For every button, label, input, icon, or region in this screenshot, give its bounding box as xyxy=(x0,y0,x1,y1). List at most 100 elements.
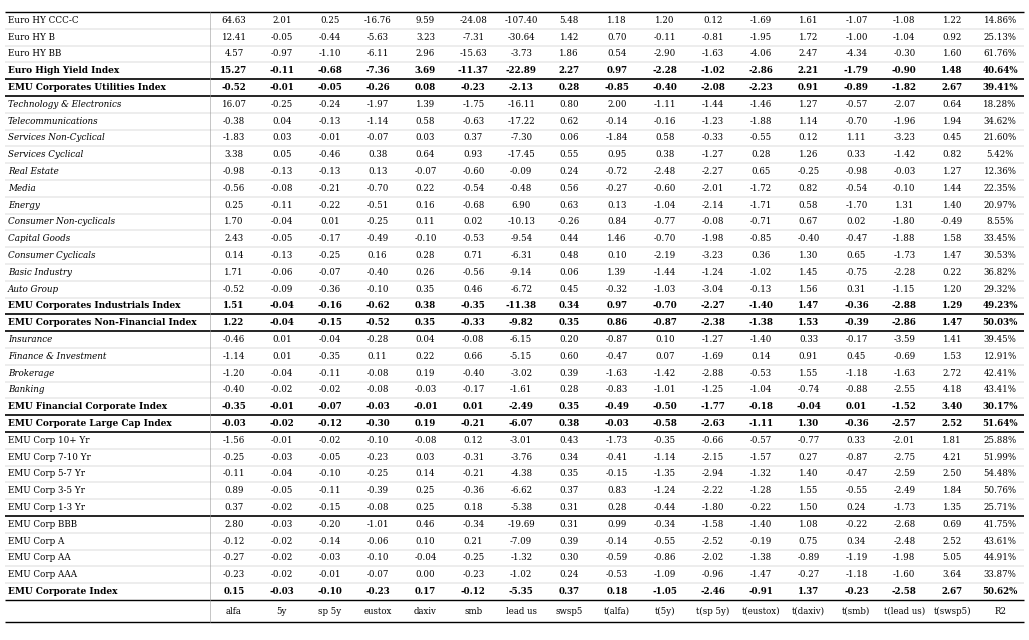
Text: -0.23: -0.23 xyxy=(462,570,485,579)
Text: 0.38: 0.38 xyxy=(655,150,675,159)
Text: -1.32: -1.32 xyxy=(749,470,772,479)
Text: -2.08: -2.08 xyxy=(701,83,725,92)
Text: -0.14: -0.14 xyxy=(606,116,628,125)
Text: EMU Corporate Large Cap Index: EMU Corporate Large Cap Index xyxy=(8,419,172,428)
Text: 0.39: 0.39 xyxy=(560,369,578,378)
Text: -2.46: -2.46 xyxy=(701,587,725,596)
Text: -0.59: -0.59 xyxy=(606,554,628,563)
Text: -0.08: -0.08 xyxy=(366,385,389,394)
Text: 0.55: 0.55 xyxy=(560,150,578,159)
Text: 43.61%: 43.61% xyxy=(984,537,1017,546)
Text: 61.76%: 61.76% xyxy=(984,49,1017,58)
Text: 0.33: 0.33 xyxy=(847,150,866,159)
Text: -0.10: -0.10 xyxy=(366,554,389,563)
Text: 0.25: 0.25 xyxy=(416,503,435,512)
Text: 0.03: 0.03 xyxy=(272,134,291,143)
Text: 33.45%: 33.45% xyxy=(984,234,1017,243)
Text: 0.46: 0.46 xyxy=(464,285,483,294)
Text: -1.14: -1.14 xyxy=(366,116,389,125)
Text: 54.48%: 54.48% xyxy=(984,470,1017,479)
Text: -5.38: -5.38 xyxy=(510,503,532,512)
Text: 49.23%: 49.23% xyxy=(983,301,1018,310)
Text: -0.11: -0.11 xyxy=(222,470,245,479)
Text: 0.67: 0.67 xyxy=(799,218,818,227)
Text: 0.64: 0.64 xyxy=(943,100,962,109)
Text: -0.06: -0.06 xyxy=(271,268,293,277)
Text: -1.18: -1.18 xyxy=(845,570,867,579)
Text: -1.63: -1.63 xyxy=(606,369,628,378)
Text: 0.36: 0.36 xyxy=(751,251,771,260)
Text: -0.11: -0.11 xyxy=(270,67,294,76)
Text: 0.12: 0.12 xyxy=(703,16,722,25)
Text: -30.64: -30.64 xyxy=(507,33,535,42)
Text: EMU Corp A: EMU Corp A xyxy=(8,537,65,546)
Text: 1.47: 1.47 xyxy=(797,301,819,310)
Text: 0.24: 0.24 xyxy=(847,503,866,512)
Text: -0.35: -0.35 xyxy=(461,301,486,310)
Text: 1.30: 1.30 xyxy=(799,251,818,260)
Text: 0.84: 0.84 xyxy=(607,218,627,227)
Text: 1.30: 1.30 xyxy=(797,419,819,428)
Text: Media: Media xyxy=(8,184,36,193)
Text: 2.21: 2.21 xyxy=(797,67,819,76)
Text: 0.54: 0.54 xyxy=(607,49,627,58)
Text: -0.02: -0.02 xyxy=(271,385,293,394)
Text: -1.98: -1.98 xyxy=(702,234,724,243)
Text: -4.38: -4.38 xyxy=(510,470,532,479)
Text: 0.37: 0.37 xyxy=(464,134,483,143)
Text: -0.32: -0.32 xyxy=(606,285,628,294)
Text: -7.09: -7.09 xyxy=(510,537,532,546)
Text: 0.45: 0.45 xyxy=(560,285,578,294)
Text: 3.23: 3.23 xyxy=(416,33,435,42)
Text: R2: R2 xyxy=(994,607,1006,616)
Text: -6.62: -6.62 xyxy=(510,486,532,495)
Text: -0.25: -0.25 xyxy=(797,167,820,176)
Text: 0.01: 0.01 xyxy=(272,335,291,344)
Text: -1.84: -1.84 xyxy=(606,134,628,143)
Text: -0.30: -0.30 xyxy=(365,419,390,428)
Text: -0.08: -0.08 xyxy=(462,335,485,344)
Text: 0.43: 0.43 xyxy=(560,436,578,445)
Text: -1.10: -1.10 xyxy=(318,49,341,58)
Text: 50.62%: 50.62% xyxy=(983,587,1018,596)
Text: 0.93: 0.93 xyxy=(464,150,483,159)
Text: -0.58: -0.58 xyxy=(652,419,677,428)
Text: -0.07: -0.07 xyxy=(317,403,342,412)
Text: 1.58: 1.58 xyxy=(943,234,962,243)
Text: -0.09: -0.09 xyxy=(271,285,293,294)
Text: -107.40: -107.40 xyxy=(504,16,538,25)
Text: -0.18: -0.18 xyxy=(748,403,773,412)
Text: swsp5: swsp5 xyxy=(556,607,582,616)
Text: 30.17%: 30.17% xyxy=(983,403,1018,412)
Text: -0.44: -0.44 xyxy=(653,503,676,512)
Text: 0.18: 0.18 xyxy=(463,503,484,512)
Text: 0.28: 0.28 xyxy=(560,385,579,394)
Text: 0.10: 0.10 xyxy=(607,251,627,260)
Text: -0.54: -0.54 xyxy=(845,184,867,193)
Text: -0.75: -0.75 xyxy=(845,268,867,277)
Text: -0.21: -0.21 xyxy=(461,419,486,428)
Text: 1.40: 1.40 xyxy=(943,201,962,210)
Text: -0.88: -0.88 xyxy=(845,385,867,394)
Text: Banking: Banking xyxy=(8,385,44,394)
Text: -7.30: -7.30 xyxy=(510,134,532,143)
Text: 0.14: 0.14 xyxy=(751,352,771,361)
Text: -1.15: -1.15 xyxy=(893,285,916,294)
Text: 1.22: 1.22 xyxy=(943,16,962,25)
Text: -0.10: -0.10 xyxy=(317,587,343,596)
Text: -5.15: -5.15 xyxy=(510,352,532,361)
Text: 0.95: 0.95 xyxy=(607,150,627,159)
Text: 1.94: 1.94 xyxy=(943,116,962,125)
Text: 0.21: 0.21 xyxy=(464,537,483,546)
Text: -2.57: -2.57 xyxy=(892,419,917,428)
Text: -0.05: -0.05 xyxy=(317,83,342,92)
Text: 0.05: 0.05 xyxy=(272,150,291,159)
Text: -0.07: -0.07 xyxy=(366,570,389,579)
Text: -0.97: -0.97 xyxy=(271,49,293,58)
Text: -1.80: -1.80 xyxy=(702,503,724,512)
Text: -0.01: -0.01 xyxy=(413,403,438,412)
Text: 1.18: 1.18 xyxy=(607,16,627,25)
Text: -0.17: -0.17 xyxy=(319,234,341,243)
Text: 1.81: 1.81 xyxy=(943,436,962,445)
Text: -1.46: -1.46 xyxy=(749,100,772,109)
